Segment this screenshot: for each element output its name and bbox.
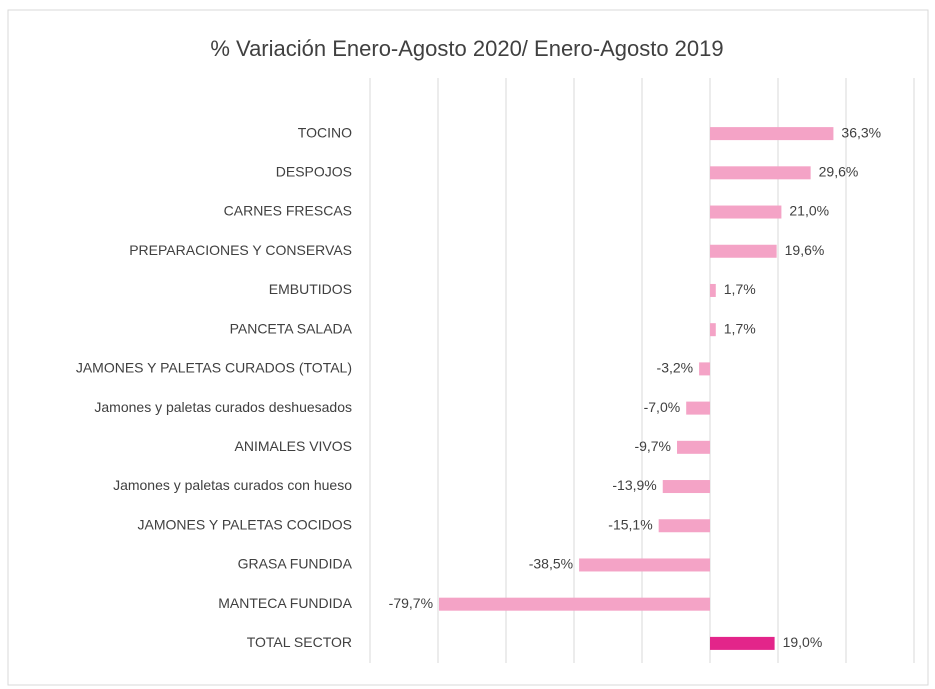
y-tick-label: DESPOJOS bbox=[276, 164, 352, 180]
y-tick-label: CARNES FRESCAS bbox=[224, 203, 352, 219]
data-label: 1,7% bbox=[724, 281, 756, 297]
y-tick-label: EMBUTIDOS bbox=[269, 281, 352, 297]
bar bbox=[710, 283, 716, 297]
y-tick-label: GRASA FUNDIDA bbox=[238, 556, 353, 572]
y-tick-label: MANTECA FUNDIDA bbox=[218, 595, 352, 611]
bar bbox=[658, 519, 710, 533]
y-tick-label: PREPARACIONES Y CONSERVAS bbox=[129, 242, 352, 258]
data-label: 1,7% bbox=[724, 320, 756, 336]
bar bbox=[710, 166, 811, 180]
bar bbox=[710, 323, 716, 337]
data-label: -9,7% bbox=[634, 438, 671, 454]
y-tick-label: Jamones y paletas curados deshuesados bbox=[94, 399, 352, 415]
data-label: -3,2% bbox=[657, 360, 694, 376]
data-label: 21,0% bbox=[789, 203, 829, 219]
bar bbox=[710, 636, 775, 650]
bar bbox=[710, 127, 834, 141]
bar bbox=[710, 244, 777, 258]
bar bbox=[662, 480, 710, 494]
data-label: 19,6% bbox=[785, 242, 825, 258]
data-label: -38,5% bbox=[529, 556, 573, 572]
chart-frame bbox=[7, 9, 929, 686]
data-label: -13,9% bbox=[612, 477, 656, 493]
y-tick-label: Jamones y paletas curados con hueso bbox=[113, 477, 352, 493]
y-tick-label: JAMONES Y PALETAS CURADOS (TOTAL) bbox=[76, 360, 352, 376]
chart-title: % Variación Enero-Agosto 2020/ Enero-Ago… bbox=[210, 36, 723, 61]
bar bbox=[439, 597, 710, 611]
data-label: -79,7% bbox=[389, 595, 433, 611]
y-tick-label: PANCETA SALADA bbox=[230, 320, 353, 336]
bar bbox=[677, 440, 710, 454]
data-label: 19,0% bbox=[783, 634, 823, 650]
data-label: 29,6% bbox=[819, 164, 859, 180]
bar bbox=[579, 558, 710, 572]
data-label: -15,1% bbox=[608, 516, 652, 532]
data-label: -7,0% bbox=[644, 399, 681, 415]
y-tick-label: TOCINO bbox=[298, 124, 352, 140]
y-tick-label: TOTAL SECTOR bbox=[247, 634, 352, 650]
y-tick-label: ANIMALES VIVOS bbox=[235, 438, 352, 454]
bar bbox=[699, 362, 710, 376]
data-label: 36,3% bbox=[841, 124, 881, 140]
bar bbox=[686, 401, 710, 415]
bar bbox=[710, 205, 782, 219]
y-tick-label: JAMONES Y PALETAS COCIDOS bbox=[138, 516, 352, 532]
